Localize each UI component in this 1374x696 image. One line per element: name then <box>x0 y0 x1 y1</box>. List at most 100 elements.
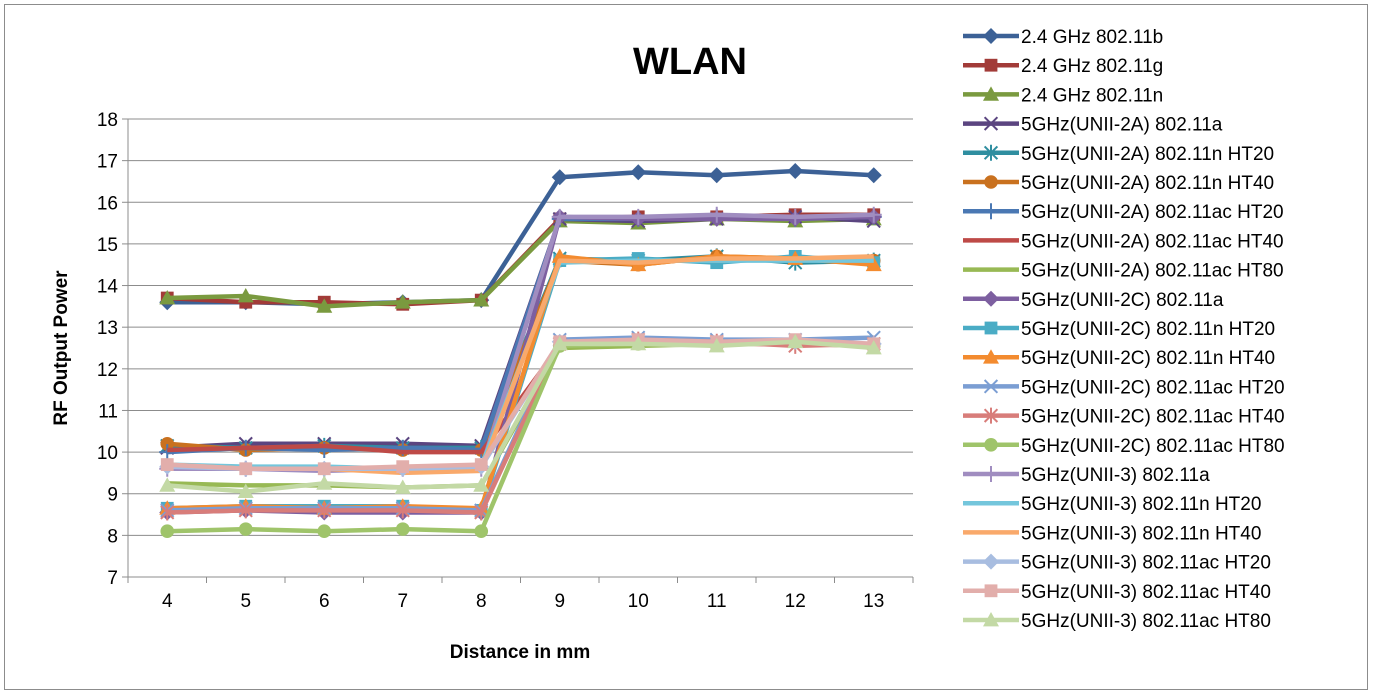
legend-label: 5GHz(UNII-3) 802.11ac HT20 <box>1021 553 1271 574</box>
legend-marker <box>983 86 999 101</box>
legend-entry: 5GHz(UNII-2A) 802.11n HT40 <box>963 173 1274 194</box>
data-point <box>473 477 490 492</box>
data-point <box>865 167 882 184</box>
legend-label: 5GHz(UNII-3) 802.11ac HT80 <box>1021 611 1271 632</box>
legend-label: 2.4 GHz 802.11n <box>1021 85 1163 106</box>
data-point <box>317 524 332 538</box>
data-point <box>551 335 568 351</box>
legend-marker <box>983 28 999 44</box>
legend-label: 5GHz(UNII-2C) 802.11n HT40 <box>1021 348 1275 369</box>
y-tick-label: 18 <box>97 110 118 131</box>
legend-marker <box>983 349 999 364</box>
y-tick-label: 12 <box>97 360 118 381</box>
legend-marker <box>984 584 998 598</box>
data-point <box>474 458 488 471</box>
data-point <box>160 504 175 521</box>
data-point <box>551 208 568 225</box>
legend-label: 5GHz(UNII-2A) 802.11ac HT80 <box>1021 261 1284 282</box>
legend-label: 2.4 GHz 802.11b <box>1021 27 1163 48</box>
legend-label: 5GHz(UNII-2C) 802.11n HT20 <box>1021 319 1275 340</box>
legend-entry: 5GHz(UNII-3) 802.11n HT20 <box>963 494 1261 515</box>
data-point <box>708 167 725 184</box>
data-point <box>630 208 647 225</box>
data-point <box>551 169 568 186</box>
data-point <box>708 206 725 223</box>
legend-label: 5GHz(UNII-2A) 802.11n HT20 <box>1021 144 1274 165</box>
legend-entry: 5GHz(UNII-3) 802.11ac HT40 <box>963 582 1271 603</box>
series-line <box>167 339 874 494</box>
x-tick-label: 4 <box>162 591 173 612</box>
legend-marker <box>984 438 998 452</box>
legend-entry: 5GHz(UNII-2A) 802.11ac HT80 <box>963 261 1284 282</box>
series-0 <box>159 163 882 313</box>
legend-entry: 5GHz(UNII-2A) 802.11n HT20 <box>963 144 1274 165</box>
legend-entry: 2.4 GHz 802.11b <box>963 27 1163 48</box>
series-20 <box>159 333 882 499</box>
data-point <box>395 522 410 536</box>
data-point <box>630 164 647 181</box>
x-tick-label: 13 <box>863 591 884 612</box>
legend-marker <box>983 379 999 394</box>
y-tick-label: 10 <box>97 443 118 464</box>
legend-marker <box>983 203 999 220</box>
x-tick-labels: 4 5 6 7 8 9 10 11 12 13 <box>162 591 884 612</box>
y-tick-labels: 7 8 9 10 11 12 13 14 15 16 17 18 <box>97 110 119 589</box>
legend-entry: 5GHz(UNII-2A) 802.11ac HT20 <box>963 202 1284 223</box>
legend-marker <box>984 321 998 335</box>
legend-entry: 2.4 GHz 802.11n <box>963 85 1163 106</box>
legend-label: 5GHz(UNII-2C) 802.11ac HT20 <box>1021 377 1285 398</box>
y-tick-label: 17 <box>97 152 118 173</box>
series-line <box>167 168 874 307</box>
data-point <box>317 502 332 519</box>
chart-title: WLAN <box>633 41 747 83</box>
legend-marker <box>983 290 999 307</box>
x-tick-label: 6 <box>319 591 330 612</box>
legend-label: 5GHz(UNII-3) 802.11ac HT40 <box>1021 582 1271 603</box>
data-point <box>473 292 490 307</box>
legend-label: 5GHz(UNII-2C) 802.11a <box>1021 290 1224 311</box>
data-point <box>239 462 253 476</box>
data-point <box>630 335 647 351</box>
x-axis-title: Distance in mm <box>450 642 590 663</box>
legend-entry: 5GHz(UNII-2C) 802.11ac HT40 <box>963 407 1285 428</box>
legend-label: 5GHz(UNII-3) 802.11a <box>1021 465 1210 486</box>
y-tick-label: 13 <box>97 318 118 339</box>
legend-marker <box>984 58 998 72</box>
legend-label: 5GHz(UNII-2A) 802.11ac HT20 <box>1021 202 1284 223</box>
data-point <box>159 290 176 305</box>
data-point <box>865 256 882 272</box>
data-point <box>787 163 804 180</box>
legend-entry: 5GHz(UNII-3) 802.11n HT40 <box>963 523 1261 544</box>
legend-entry: 5GHz(UNII-3) 802.11ac HT20 <box>963 553 1271 574</box>
data-point <box>865 340 882 355</box>
legend-label: 5GHz(UNII-2A) 802.11ac HT40 <box>1021 231 1284 252</box>
plot-series <box>159 163 882 538</box>
x-tick-label: 8 <box>476 591 487 612</box>
x-tick-label: 11 <box>707 591 727 612</box>
legend-label: 5GHz(UNII-2A) 802.11a <box>1021 115 1223 136</box>
legend-label: 2.4 GHz 802.11g <box>1021 56 1163 77</box>
data-point <box>316 475 333 490</box>
y-tick-label: 8 <box>107 526 118 547</box>
data-point <box>396 460 410 474</box>
legend-label: 5GHz(UNII-3) 802.11n HT20 <box>1021 494 1261 515</box>
data-point <box>395 502 410 519</box>
legend-marker <box>983 466 999 482</box>
data-point <box>394 479 411 494</box>
x-tick-label: 9 <box>554 591 565 612</box>
legend-entry: 5GHz(UNII-2A) 802.11a <box>963 115 1223 136</box>
x-tick-label: 10 <box>628 591 649 612</box>
y-tick-label: 16 <box>97 193 118 214</box>
legend-label: 5GHz(UNII-3) 802.11n HT40 <box>1021 523 1261 544</box>
y-tick-label: 15 <box>97 235 118 256</box>
y-tick-label: 14 <box>97 277 119 298</box>
data-point <box>474 524 489 538</box>
legend-label: 5GHz(UNII-2C) 802.11ac HT80 <box>1021 436 1285 457</box>
data-point <box>317 462 331 476</box>
data-point <box>160 436 175 451</box>
data-point <box>316 298 333 313</box>
legend-entry: 2.4 GHz 802.11g <box>963 56 1163 77</box>
axes <box>122 118 914 583</box>
legend-label: 5GHz(UNII-2A) 802.11n HT40 <box>1021 173 1274 194</box>
